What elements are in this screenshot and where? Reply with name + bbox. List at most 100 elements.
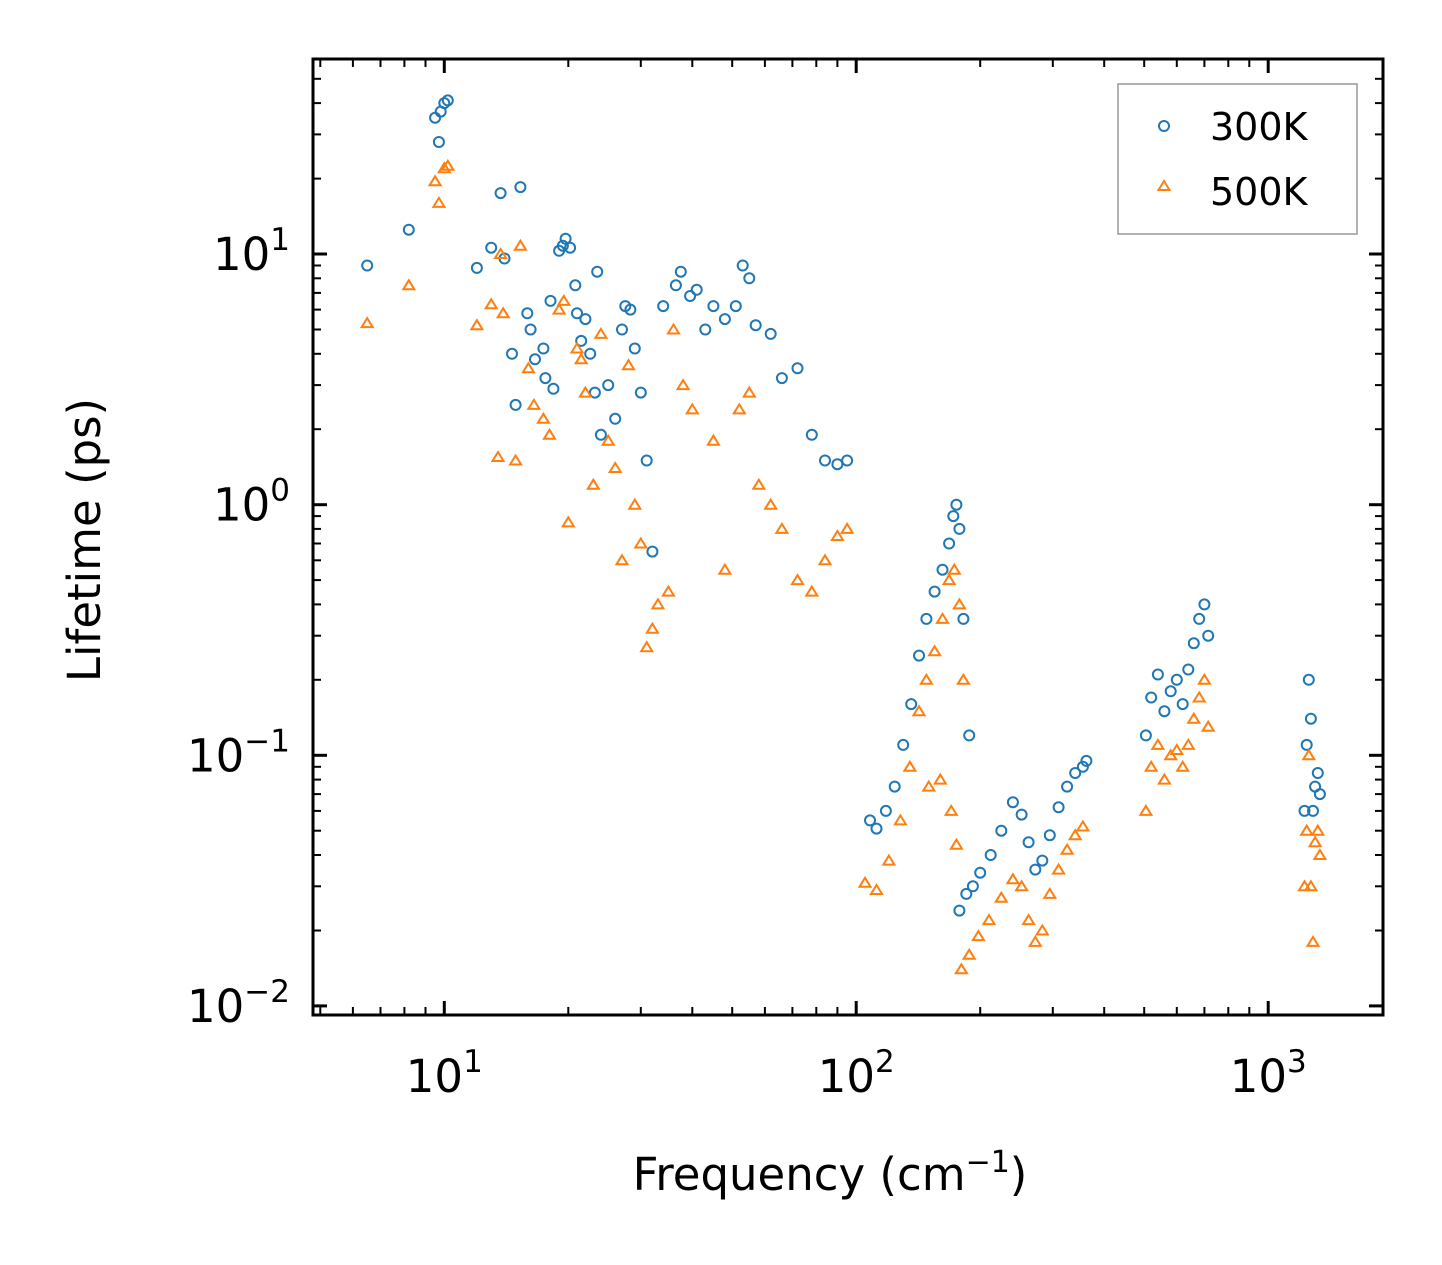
data-point-500k-67: [954, 962, 969, 975]
data-point-300k-49: [718, 313, 731, 326]
data-point-300k-86: [1029, 863, 1042, 876]
data-point-300k-26: [571, 307, 583, 320]
data-point-500k-11: [508, 453, 523, 466]
y-tick-label-10: 101: [213, 222, 290, 281]
data-point-500k-21: [573, 352, 589, 365]
data-point-300k-104: [1198, 598, 1211, 611]
data-point-300k-51: [736, 259, 749, 272]
data-point-300k-76: [963, 729, 976, 742]
legend-box: [1117, 83, 1358, 235]
data-point-500k-81: [1075, 819, 1091, 832]
data-point-300k-72: [947, 510, 960, 523]
data-point-500k-74: [1021, 913, 1036, 926]
data-point-500k-89: [1181, 737, 1196, 750]
data-point-300k-28: [579, 313, 592, 326]
data-point-500k-35: [666, 322, 681, 335]
data-point-300k-43: [669, 279, 682, 292]
data-point-300k-112: [1311, 767, 1324, 779]
data-point-500k-39: [717, 562, 733, 575]
data-point-500k-32: [645, 621, 660, 634]
data-point-500k-78: [1051, 862, 1066, 875]
data-point-300k-18: [539, 372, 552, 385]
data-point-300k-11: [506, 347, 518, 360]
x-axis-title: Frequency (cm−1): [633, 1145, 1028, 1201]
data-point-300k-60: [841, 454, 854, 467]
data-point-300k-52: [743, 272, 756, 285]
data-point-500k-87: [1169, 743, 1185, 755]
data-point-300k-46: [690, 283, 703, 296]
data-point-500k-12: [513, 238, 528, 251]
data-point-300k-44: [674, 265, 687, 278]
data-point-300k-101: [1182, 663, 1195, 676]
data-point-300k-61: [864, 814, 876, 827]
data-point-500k-16: [542, 427, 557, 440]
data-point-300k-74: [953, 522, 966, 535]
data-point-500k-70: [981, 913, 997, 926]
data-point-500k-10: [490, 450, 506, 462]
data-point-300k-88: [1043, 829, 1056, 842]
data-point-300k-108: [1302, 673, 1315, 686]
data-point-300k-71: [943, 537, 956, 550]
data-point-300k-6: [441, 94, 454, 107]
legend: 300K 500K: [1117, 83, 1358, 235]
data-point-500k-85: [1157, 772, 1172, 785]
data-point-300k-85: [1022, 836, 1035, 849]
data-point-500k-9: [495, 306, 511, 319]
data-point-300k-2: [429, 111, 442, 124]
data-point-500k-99: [1307, 835, 1323, 848]
data-point-300k-95: [1145, 691, 1158, 704]
data-point-300k-13: [514, 181, 527, 194]
data-point-300k-110: [1307, 804, 1319, 817]
data-point-500k-20: [569, 341, 585, 354]
data-point-500k-1: [401, 278, 417, 291]
data-point-300k-35: [616, 323, 628, 336]
data-point-500k-3: [431, 195, 447, 208]
data-point-300k-97: [1158, 705, 1171, 718]
data-point-500k-38: [706, 433, 721, 446]
data-point-500k-6: [469, 318, 485, 331]
data-point-300k-58: [819, 454, 831, 467]
data-point-500k-77: [1042, 886, 1058, 899]
data-point-300k-5: [438, 97, 451, 110]
legend-marker-500k: [1156, 179, 1172, 191]
data-point-300k-29: [584, 347, 597, 360]
data-point-500k-65: [943, 803, 959, 816]
data-point-500k-13: [521, 361, 536, 374]
data-point-300k-7: [470, 261, 483, 274]
data-point-500k-98: [1305, 934, 1321, 947]
data-point-300k-54: [764, 327, 777, 340]
data-point-300k-84: [1015, 808, 1028, 821]
data-point-500k-101: [1312, 848, 1328, 860]
data-point-500k-18: [556, 293, 572, 306]
data-point-300k-75: [957, 612, 970, 625]
data-point-500k-46: [804, 584, 820, 597]
data-point-300k-62: [870, 822, 883, 835]
data-point-300k-103: [1193, 612, 1206, 625]
data-point-300k-55: [775, 372, 788, 385]
data-point-300k-89: [1052, 801, 1065, 814]
data-point-500k-8: [493, 247, 508, 259]
data-point-500k-44: [774, 521, 790, 534]
data-point-500k-96: [1301, 748, 1317, 761]
data-point-500k-0: [359, 316, 375, 329]
data-point-300k-90: [1061, 780, 1074, 793]
data-point-500k-66: [949, 837, 964, 850]
data-point-300k-47: [699, 323, 712, 336]
data-point-300k-73: [950, 498, 963, 511]
data-point-500k-37: [685, 402, 700, 415]
data-point-500k-34: [661, 584, 676, 597]
data-point-500k-43: [763, 497, 778, 510]
data-point-500k-58: [935, 611, 950, 624]
data-point-300k-79: [966, 880, 979, 893]
data-point-300k-1: [402, 223, 415, 236]
plot-frame: [311, 57, 1385, 1017]
data-point-300k-64: [888, 780, 901, 793]
data-point-500k-2: [427, 174, 443, 187]
data-point-500k-73: [1014, 879, 1029, 892]
data-point-300k-82: [995, 824, 1008, 837]
data-point-500k-47: [817, 553, 833, 566]
data-point-500k-40: [732, 402, 747, 415]
data-point-300k-96: [1151, 668, 1164, 681]
data-point-300k-9: [494, 187, 507, 200]
